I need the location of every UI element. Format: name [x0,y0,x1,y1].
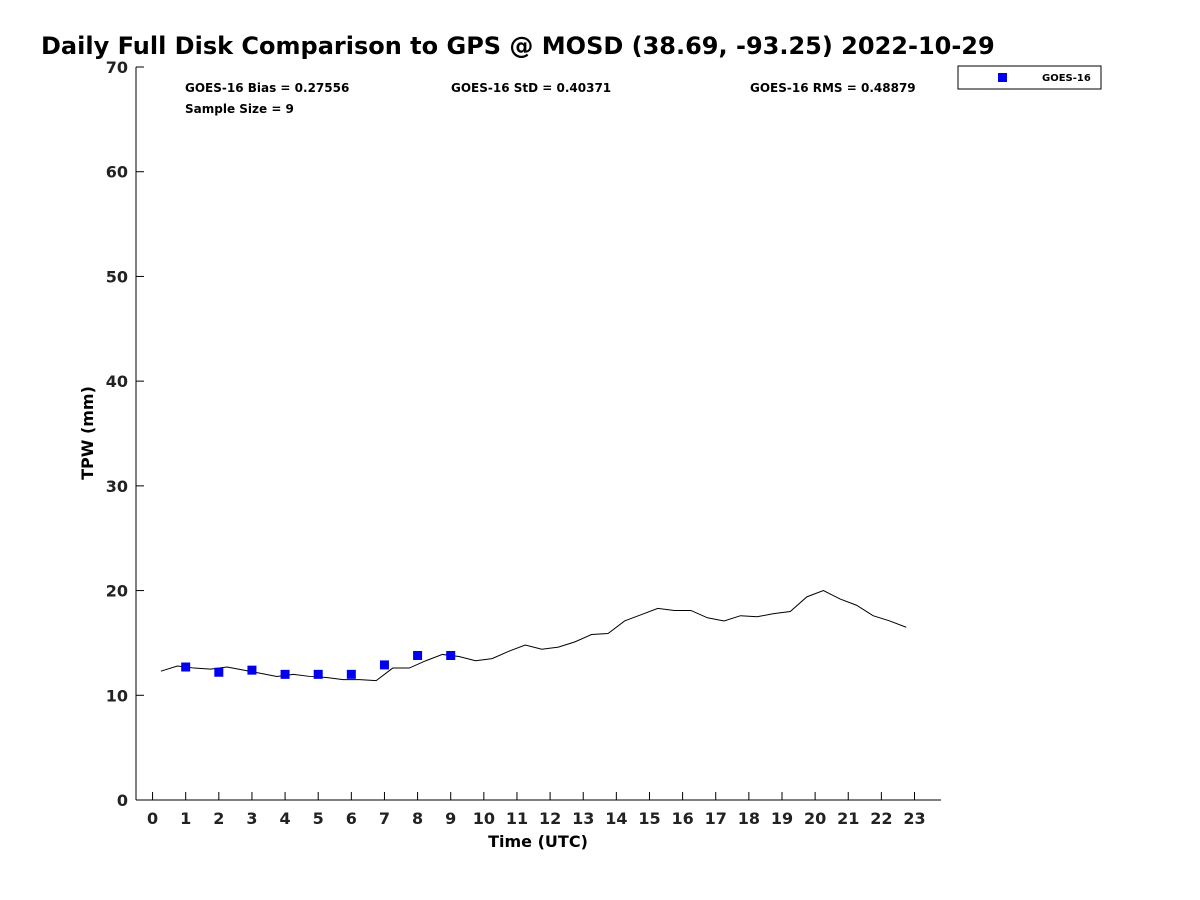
legend-label-goes16: GOES-16 [1042,73,1091,84]
x-tick-label: 19 [771,809,793,828]
goes16-point [214,667,224,677]
legend-marker-goes16 [998,73,1007,82]
goes16-point [379,660,389,670]
goes16-point [247,665,257,675]
x-tick-label: 17 [705,809,727,828]
chart-title: Daily Full Disk Comparison to GPS @ MOSD… [41,32,995,60]
goes16-point [280,669,290,679]
y-tick-label: 30 [106,477,128,496]
y-tick-label: 50 [106,267,128,286]
x-tick-label: 22 [870,809,892,828]
y-tick-label: 20 [106,582,128,601]
legend-box [957,65,1102,90]
goes16-point [346,669,356,679]
x-tick-label: 16 [671,809,693,828]
goes16-point [413,650,423,660]
y-tick-label: 40 [106,372,128,391]
x-tick-label: 1 [180,809,191,828]
x-tick-label: 12 [539,809,561,828]
x-tick-label: 7 [379,809,390,828]
goes16-point [181,662,191,672]
x-tick-label: 15 [638,809,660,828]
x-tick-label: 5 [313,809,324,828]
x-tick-label: 13 [572,809,594,828]
stat-bias: GOES-16 Bias = 0.27556 [185,81,349,95]
x-tick-label: 11 [506,809,528,828]
x-tick-label: 8 [412,809,423,828]
y-tick-label: 60 [106,163,128,182]
goes16-point [446,650,456,660]
y-tick-label: 0 [117,791,128,810]
x-tick-label: 14 [605,809,627,828]
stat-rms: GOES-16 RMS = 0.48879 [750,81,916,95]
x-tick-label: 20 [804,809,826,828]
stat-sample-size: Sample Size = 9 [185,102,294,116]
x-axis-label: Time (UTC) [488,832,588,851]
gps-series-line [160,590,907,682]
y-tick-label: 10 [106,686,128,705]
x-tick-label: 2 [213,809,224,828]
legend: GOES-16 [957,65,1102,90]
x-tick-label: 0 [147,809,158,828]
x-tick-label: 21 [837,809,859,828]
x-tick-label: 18 [738,809,760,828]
x-tick-label: 4 [280,809,291,828]
x-tick-label: 23 [903,809,925,828]
y-axis-label: TPW (mm) [78,386,97,480]
x-tick-label: 6 [346,809,357,828]
x-tick-label: 3 [246,809,257,828]
x-tick-label: 9 [445,809,456,828]
goes16-point [313,669,323,679]
stat-std: GOES-16 StD = 0.40371 [451,81,611,95]
x-tick-label: 10 [473,809,495,828]
y-tick-label: 70 [106,58,128,77]
